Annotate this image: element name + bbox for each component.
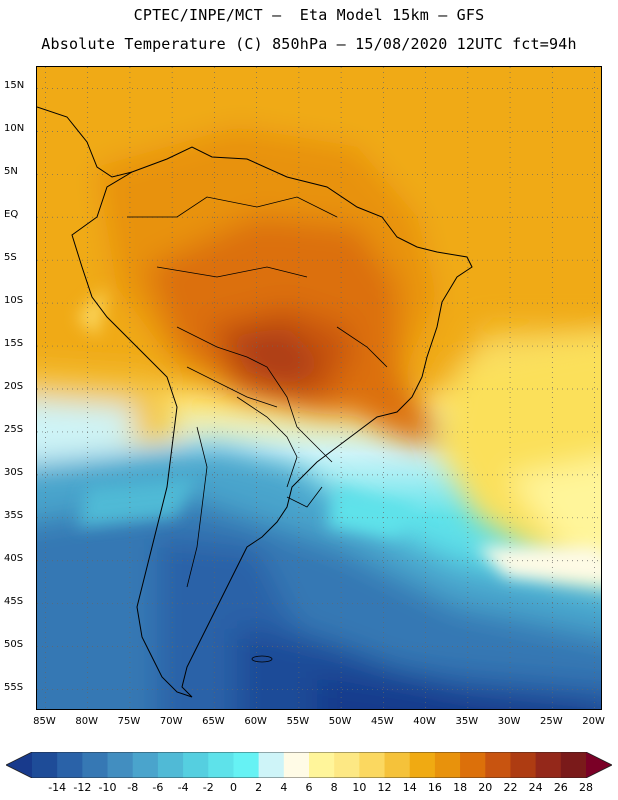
lat-label: 5S: [4, 252, 17, 264]
lat-label: 15S: [4, 338, 24, 350]
lat-label: 10S: [4, 295, 24, 307]
colorbar-swatch: [309, 752, 335, 778]
colorbar-swatch: [409, 752, 436, 778]
lat-label: 20S: [4, 381, 24, 392]
colorbar-swatch: [107, 752, 134, 778]
chart-title-line2: Absolute Temperature (C) 850hPa – 15/08/…: [41, 35, 577, 53]
lon-label: 55W: [286, 716, 310, 727]
colorbar-label: -12: [73, 781, 92, 794]
lat-label: 45S: [4, 595, 24, 607]
lon-label: 45W: [371, 716, 394, 727]
lon-label: 80W: [75, 716, 98, 727]
lon-label: 25W: [540, 716, 563, 727]
colorbar-swatch: [258, 752, 285, 778]
map-panel: [36, 66, 602, 710]
lon-label: 50W: [328, 716, 352, 727]
colorbar-swatch: [157, 752, 184, 778]
temperature-colorbar: [6, 752, 612, 778]
lon-label: 85W: [33, 716, 56, 727]
lat-label: EQ: [4, 209, 19, 221]
colorbar-label: 20: [478, 781, 493, 794]
colorbar-label: 0: [229, 781, 237, 794]
colorbar-label: -14: [48, 781, 67, 794]
temperature-field-shading: [37, 67, 601, 709]
colorbar-label: 6: [305, 781, 313, 794]
colorbar-swatch: [132, 752, 159, 778]
colorbar-swatch: [535, 752, 562, 778]
colorbar-label: -8: [127, 781, 139, 794]
colorbar-swatch: [233, 752, 260, 778]
lat-label: 55S: [4, 681, 24, 693]
south-america-coastline: [71, 146, 473, 698]
colorbar-swatch: [32, 752, 58, 778]
colorbar-label: 12: [377, 781, 392, 794]
temperature-field-detail: [77, 287, 601, 585]
colorbar-label: 2: [255, 781, 263, 794]
lat-label: 40S: [4, 552, 24, 564]
lat-label: 10N: [4, 123, 25, 135]
colorbar-label: 22: [503, 781, 518, 794]
colorbar-label: 26: [553, 781, 568, 794]
lon-label: 30W: [497, 716, 521, 727]
lon-label: 70W: [159, 716, 183, 727]
lon-label: 60W: [244, 716, 267, 727]
colorbar-swatch: [359, 752, 386, 778]
colorbar-label: -6: [152, 781, 164, 794]
country-borders: [127, 196, 388, 588]
colorbar-swatch: [82, 752, 109, 778]
lat-label: 15N: [4, 80, 25, 92]
colorbar-label: -2: [202, 781, 214, 794]
colorbar-swatch: [283, 752, 310, 778]
colorbar-swatch: [460, 752, 486, 778]
lat-label: 30S: [4, 466, 24, 478]
colorbar-label: 4: [280, 781, 288, 794]
central-america-coastline: [37, 106, 133, 178]
lat-label: 35S: [4, 509, 24, 521]
temperature-map: [37, 67, 601, 709]
lon-label: 35W: [455, 716, 479, 727]
colorbar-label: 28: [579, 781, 593, 794]
colorbar-label: 24: [528, 781, 543, 794]
lon-label: 20W: [582, 716, 605, 727]
colorbar-label: -10: [98, 781, 117, 794]
colorbar-swatch: [510, 752, 537, 778]
colorbar-swatch: [183, 752, 209, 778]
colorbar-label: -4: [177, 781, 189, 794]
falkland-islands: [251, 655, 273, 663]
lon-label: 65W: [202, 716, 225, 727]
colorbar-label: 18: [453, 781, 468, 794]
colorbar-swatch: [384, 752, 411, 778]
lat-label: 25S: [4, 423, 24, 435]
colorbar-label: 8: [330, 781, 338, 794]
colorbar-over-triangle: [586, 752, 612, 778]
colorbar-swatch: [560, 752, 587, 778]
lon-label: 75W: [117, 716, 141, 727]
lon-label: 40W: [413, 716, 436, 727]
lat-label: 50S: [4, 638, 24, 650]
colorbar-swatch: [208, 752, 234, 778]
colorbar-swatch: [57, 752, 83, 778]
colorbar-swatch: [334, 752, 360, 778]
lat-label: 5N: [4, 166, 18, 178]
colorbar-swatch: [434, 752, 461, 778]
colorbar-label: 14: [402, 781, 417, 794]
chart-title-line1: CPTEC/INPE/MCT – Eta Model 15km – GFS: [133, 6, 485, 24]
colorbar-label: 16: [427, 781, 442, 794]
colorbar-under-triangle: [6, 752, 32, 778]
colorbar-swatch: [485, 752, 511, 778]
colorbar-label: 10: [352, 781, 367, 794]
